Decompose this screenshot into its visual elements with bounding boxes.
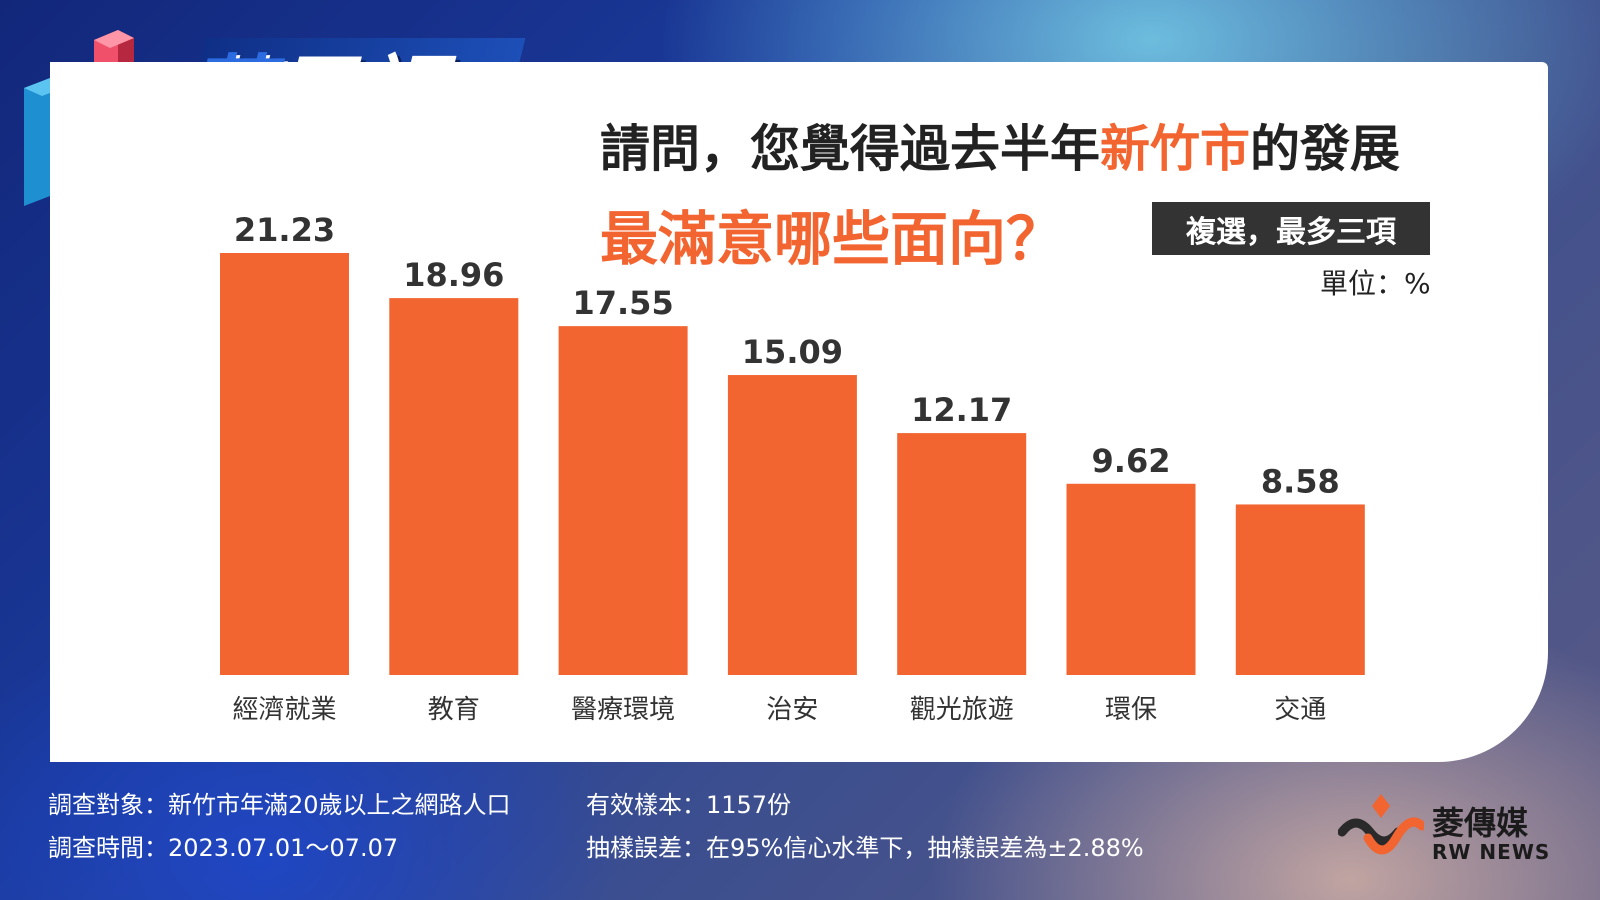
data-label-1: 18.96: [403, 256, 504, 294]
bar-0: [220, 253, 349, 675]
bar-4: [897, 433, 1027, 675]
publisher-name: 菱傳媒: [1432, 804, 1529, 842]
category-label-4: 觀光旅遊: [910, 695, 1014, 725]
data-label-2: 17.55: [572, 284, 673, 322]
title-highlight: 新竹市: [1100, 120, 1250, 178]
footer-sampling-error: 抽樣誤差：在95%信心水準下，抽樣誤差為±2.88%: [586, 834, 1144, 862]
bar-6: [1235, 504, 1365, 675]
data-label-0: 21.23: [234, 211, 335, 249]
bar-5: [1066, 483, 1196, 675]
bar-3: [727, 375, 857, 675]
data-label-4: 12.17: [911, 391, 1012, 429]
unit-label: 單位：%: [1320, 267, 1431, 300]
category-label-0: 經濟就業: [232, 695, 336, 725]
bar-2: [558, 326, 688, 675]
category-label-5: 環保: [1105, 695, 1157, 725]
publisher-sub: RW NEWS: [1432, 840, 1551, 864]
data-label-5: 9.62: [1092, 442, 1171, 480]
footer-survey-period: 調查時間：2023.07.01～07.07: [48, 834, 399, 862]
category-label-2: 醫療環境: [571, 695, 675, 725]
category-label-1: 教育: [428, 695, 480, 725]
multi-select-badge: 複選，最多三項: [1152, 202, 1430, 255]
data-label-3: 15.09: [742, 333, 843, 371]
category-label-3: 治安: [766, 695, 818, 725]
footer-sample-size: 有效樣本：1157份: [586, 791, 792, 819]
chart-title-line2: 最滿意哪些面向？: [600, 205, 1065, 273]
rw-news-logo-icon: [1338, 794, 1424, 855]
data-label-6: 8.58: [1261, 462, 1340, 500]
bar-1: [389, 298, 519, 675]
chart-title-line1: 請問，您覺得過去半年新竹市的發展: [600, 120, 1400, 178]
footer-survey-target: 調查對象：新竹市年滿20歲以上之網路人口: [48, 791, 511, 819]
category-label-6: 交通: [1274, 695, 1326, 725]
